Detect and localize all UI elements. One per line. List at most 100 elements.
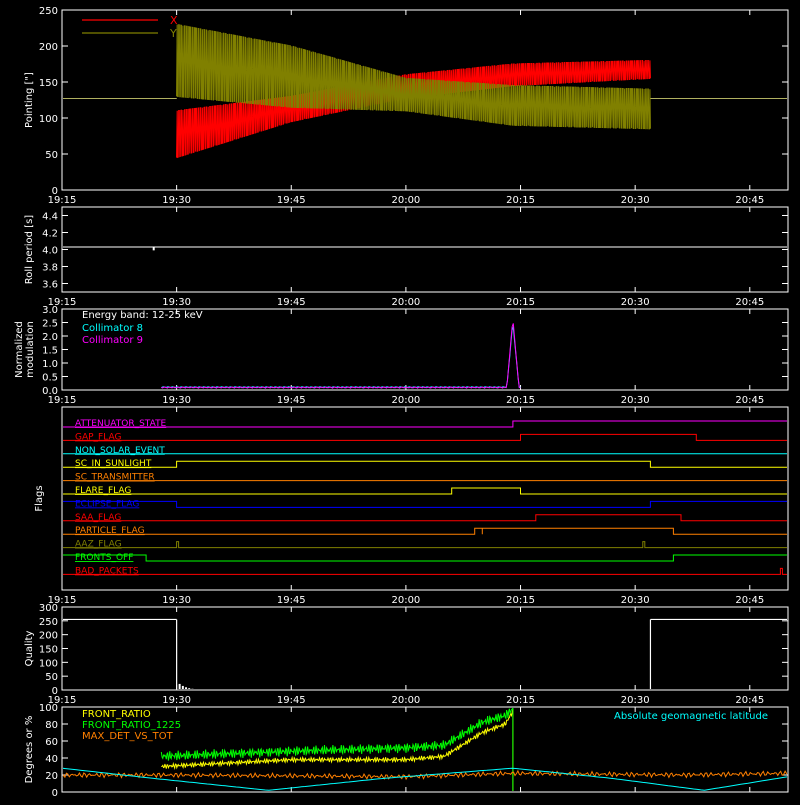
flag-label: ATTENUATOR_STATE: [75, 419, 167, 429]
x-tick-label: 20:45: [735, 695, 764, 706]
flag-label: FLARE_FLAG: [75, 486, 131, 496]
y-tick-label: 200: [39, 631, 58, 642]
pointing-plot-area: [63, 24, 787, 159]
series-ratio: [160, 708, 514, 791]
flag-trace: [63, 500, 787, 508]
x-tick-label: 20:00: [391, 595, 420, 606]
flag-row: SAA_FLAG: [63, 513, 787, 523]
legend-label-x: X: [170, 14, 178, 27]
x-tick-label: 20:45: [735, 595, 764, 606]
flags-panel: 19:15 19:30 19:45 20:00 20:15 20:30 20:45 Flags…: [34, 406, 789, 606]
series-collimator-8: [161, 325, 521, 389]
ratios-frame: [61, 706, 789, 793]
x-tick-label: 20:15: [506, 297, 535, 308]
flag-trace: [63, 541, 787, 549]
legend-label-collimator-8: Collimator 8: [82, 323, 143, 334]
quality-plot-area: [63, 618, 787, 689]
y-axis-label: modulation: [25, 321, 36, 378]
x-tick-label: 19:30: [162, 395, 191, 406]
x-tick-label: 20:30: [621, 695, 650, 706]
y-tick-label: 50: [45, 672, 58, 683]
modulation-panel: 19:15 19:30 19:45 20:00 20:15 20:30 20:45 0.0 0.…: [14, 305, 789, 406]
energy-band-label: Energy band: 12-25 keV: [82, 310, 203, 321]
series-collimator-9: [161, 323, 521, 389]
y-axis-label: Degrees or %: [24, 716, 35, 784]
flag-row: ECLIPSE_FLAG: [63, 499, 787, 509]
x-tick-label: 19:30: [162, 695, 191, 706]
legend-label-collimator-9: Collimator 9: [82, 335, 143, 346]
x-tick-label: 19:45: [277, 695, 306, 706]
x-tick-label: 20:45: [735, 195, 764, 206]
flag-trace: [63, 554, 787, 562]
flag-trace: [63, 433, 787, 441]
quality-trace: [649, 618, 787, 689]
x-tick-label: 20:15: [506, 195, 535, 206]
y-tick-label: 300: [39, 603, 58, 614]
flag-trace: [63, 527, 787, 535]
y-tick-label: 100: [39, 114, 58, 125]
roll-plot-area: [63, 246, 787, 251]
y-tick-label: 0.0: [42, 386, 58, 397]
x-tick-label: 19:45: [277, 395, 306, 406]
modulation-frame: [61, 308, 789, 391]
pointing-panel: 19:15 19:30 19:45 20:00 20:15 20:30 20:45 0 50 10…: [24, 6, 789, 206]
y-tick-label: 2.5: [42, 319, 58, 330]
flag-label: SC_TRANSMITTER: [75, 473, 155, 483]
y-tick-label: 250: [39, 617, 58, 628]
flag-row: NON_SOLAR_EVENT: [63, 446, 787, 456]
series-ratio: [63, 767, 787, 791]
flag-row: FLARE_FLAG: [63, 486, 787, 496]
quality-panel: 19:15 19:30 19:45 20:00 20:15 20:30 20:45 0 50 10…: [24, 603, 789, 706]
flag-row: AAZ_FLAG: [63, 540, 787, 550]
legend-label-ratio: MAX_DET_VS_TOT: [82, 731, 174, 742]
y-axis-label: Quality: [24, 631, 35, 667]
y-tick-label: 0: [52, 686, 58, 697]
series-ratio: [63, 769, 787, 781]
flag-trace: [63, 514, 787, 522]
flag-label: FRONTS_OFF: [75, 553, 133, 563]
series-y: [176, 24, 651, 130]
flag-row: BAD_PACKETS: [63, 566, 787, 576]
y-tick-label: 4.2: [42, 229, 58, 240]
legend-label-ratio: FRONT_RATIO_1225: [82, 720, 181, 731]
y-tick-label: 0: [52, 788, 58, 799]
y-tick-label: 40: [45, 754, 58, 765]
geomag-label: Absolute geomagnetic latitude: [614, 711, 768, 722]
y-tick-label: 150: [39, 645, 58, 656]
x-tick-label: 19:45: [277, 595, 306, 606]
y-axis-label: Pointing ["]: [24, 72, 35, 128]
y-tick-label: 20: [45, 771, 58, 782]
x-tick-label: 20:45: [735, 297, 764, 308]
y-tick-label: 3.8: [42, 263, 58, 274]
flag-label: SC_IN_SUNLIGHT: [75, 459, 152, 469]
roll-panel: 19:15 19:30 19:45 20:00 20:15 20:30 20:45 3.6 3.…: [24, 206, 789, 308]
ratios-plot-area: [63, 708, 787, 791]
y-tick-label: 150: [39, 78, 58, 89]
flag-row: SC_IN_SUNLIGHT: [63, 459, 787, 469]
x-tick-label: 19:30: [162, 195, 191, 206]
x-tick-label: 19:15: [48, 595, 77, 606]
y-axis-label: Roll period [s]: [24, 215, 35, 284]
y-tick-label: 250: [39, 6, 58, 17]
x-tick-label: 19:45: [277, 195, 306, 206]
x-tick-label: 20:30: [621, 297, 650, 308]
x-tick-label: 19:30: [162, 297, 191, 308]
x-tick-label: 19:30: [162, 595, 191, 606]
modulation-plot-area: [161, 323, 787, 389]
y-tick-label: 200: [39, 42, 58, 53]
roll-frame: [61, 206, 789, 293]
flags-frame: [61, 406, 789, 591]
series-ratio: [161, 708, 514, 791]
flag-row: ATTENUATOR_STATE: [63, 419, 787, 429]
x-tick-label: 20:00: [391, 297, 420, 308]
flag-trace: [63, 567, 787, 575]
x-tick-label: 19:15: [48, 395, 77, 406]
y-tick-label: 80: [45, 720, 58, 731]
x-tick-label: 20:00: [391, 195, 420, 206]
x-tick-label: 20:30: [621, 395, 650, 406]
y-tick-label: 0.5: [42, 373, 58, 384]
x-tick-label: 20:45: [735, 395, 764, 406]
ratios-panel: 0 20 40 60 80 100 Degrees or % FRONT_RATIOFRONT…: [24, 703, 789, 799]
